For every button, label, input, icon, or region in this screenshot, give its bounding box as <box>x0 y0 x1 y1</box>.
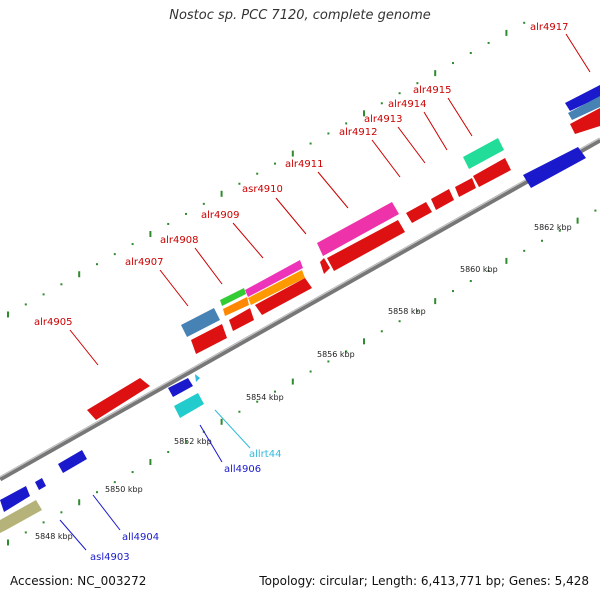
gene-label-alr4905: alr4905 <box>34 317 72 328</box>
gene-block <box>87 378 150 420</box>
gene-block <box>174 393 204 418</box>
tick-label: 5858 kbp <box>388 307 426 316</box>
gene-block <box>568 96 600 120</box>
gene-block <box>195 374 200 382</box>
map-title: Nostoc sp. PCC 7120, complete genome <box>169 8 431 23</box>
gene-label-all4904: all4904 <box>122 532 159 543</box>
gene-block <box>248 270 305 305</box>
gene-block <box>570 108 600 134</box>
gene-block <box>58 450 87 473</box>
gene-block <box>523 147 586 188</box>
tick-dots <box>7 21 597 546</box>
gene-label-alr4908: alr4908 <box>160 235 198 246</box>
gene-label-alr4914: alr4914 <box>388 99 426 110</box>
tick-label: 5850 kbp <box>105 485 143 494</box>
gene-features <box>0 85 600 533</box>
gene-block <box>191 324 227 354</box>
gene-block <box>223 297 249 316</box>
tick-label: 5862 kbp <box>534 223 572 232</box>
gene-block <box>455 178 476 197</box>
gene-block <box>255 278 312 315</box>
gene-block <box>473 158 511 187</box>
gene-labels: asl4903 all4904 alr4905 all4906 allrt44 … <box>34 22 568 563</box>
gene-label-alr4917: alr4917 <box>530 22 568 33</box>
tick-label: 5852 kbp <box>174 437 212 446</box>
gene-block <box>0 486 30 512</box>
gene-label-alr4912: alr4912 <box>339 127 377 138</box>
gene-block <box>181 308 220 337</box>
accession-text: Accession: NC_003272 <box>10 574 147 588</box>
gene-label-alr4913: alr4913 <box>364 114 402 125</box>
gene-block <box>317 202 399 256</box>
gene-label-allrt44: allrt44 <box>249 449 281 460</box>
gene-block <box>229 308 254 331</box>
gene-block <box>463 138 504 169</box>
tick-label: 5860 kbp <box>460 265 498 274</box>
gene-label-alr4911: alr4911 <box>285 159 323 170</box>
gene-label-all4906: all4906 <box>224 464 261 475</box>
gene-block <box>35 478 46 490</box>
gene-block <box>220 288 246 306</box>
gene-label-asl4903: asl4903 <box>90 552 130 563</box>
gene-block <box>168 378 193 397</box>
tick-label: 5854 kbp <box>246 393 284 402</box>
tick-labels: 5848 kbp 5850 kbp 5852 kbp 5854 kbp 5856… <box>35 223 572 541</box>
gene-label-alr4907: alr4907 <box>125 257 163 268</box>
gene-block <box>245 260 303 297</box>
tick-label: 5848 kbp <box>35 532 73 541</box>
gene-block <box>0 500 42 533</box>
genome-backbone <box>0 137 600 482</box>
tick-label: 5856 kbp <box>317 350 355 359</box>
gene-label-alr4915: alr4915 <box>413 85 451 96</box>
gene-block <box>320 258 330 274</box>
gene-block <box>565 85 600 111</box>
leader-lines <box>59 33 591 551</box>
genome-backbone-highlight <box>0 137 600 478</box>
gene-label-alr4909: alr4909 <box>201 210 239 221</box>
genome-summary-text: Topology: circular; Length: 6,413,771 bp… <box>259 574 589 588</box>
gene-label-asr4910: asr4910 <box>242 184 283 195</box>
gene-block <box>406 202 432 223</box>
gene-block <box>431 189 454 210</box>
gene-block <box>327 220 405 271</box>
